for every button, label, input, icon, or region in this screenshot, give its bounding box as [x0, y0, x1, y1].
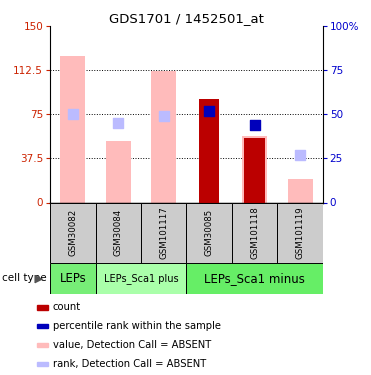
Text: value, Detection Call = ABSENT: value, Detection Call = ABSENT — [53, 340, 211, 350]
Point — [206, 108, 212, 114]
Bar — [96, 262, 187, 294]
Text: GSM30085: GSM30085 — [205, 209, 214, 256]
Text: rank, Detection Call = ABSENT: rank, Detection Call = ABSENT — [53, 359, 206, 369]
Text: GSM30084: GSM30084 — [114, 209, 123, 256]
Bar — [141, 202, 187, 262]
Bar — [37, 343, 47, 347]
Bar — [37, 362, 47, 366]
Point — [161, 113, 167, 119]
Bar — [278, 202, 323, 262]
Text: cell type: cell type — [2, 273, 46, 284]
Title: GDS1701 / 1452501_at: GDS1701 / 1452501_at — [109, 12, 264, 25]
Text: GSM101118: GSM101118 — [250, 206, 259, 259]
Bar — [232, 202, 278, 262]
Text: count: count — [53, 303, 81, 312]
Text: ▶: ▶ — [35, 273, 43, 284]
Point — [252, 122, 257, 128]
Bar — [50, 262, 96, 294]
Text: LEPs: LEPs — [59, 272, 86, 285]
Bar — [37, 305, 47, 310]
Bar — [187, 262, 323, 294]
Bar — [288, 179, 312, 203]
Text: GSM101117: GSM101117 — [159, 206, 168, 259]
Point — [115, 120, 121, 126]
Bar — [96, 202, 141, 262]
Bar — [242, 135, 267, 202]
Bar — [187, 202, 232, 262]
Point — [70, 111, 76, 117]
Text: LEPs_Sca1 minus: LEPs_Sca1 minus — [204, 272, 305, 285]
Bar — [151, 71, 176, 202]
Text: GSM101119: GSM101119 — [296, 206, 305, 259]
Bar — [199, 99, 219, 202]
Bar — [50, 202, 96, 262]
Bar — [244, 138, 265, 202]
Bar — [106, 141, 131, 202]
Bar — [60, 56, 85, 202]
Bar — [37, 324, 47, 328]
Text: percentile rank within the sample: percentile rank within the sample — [53, 321, 221, 331]
Text: LEPs_Sca1 plus: LEPs_Sca1 plus — [104, 273, 178, 284]
Point — [297, 152, 303, 158]
Text: GSM30082: GSM30082 — [68, 209, 77, 256]
